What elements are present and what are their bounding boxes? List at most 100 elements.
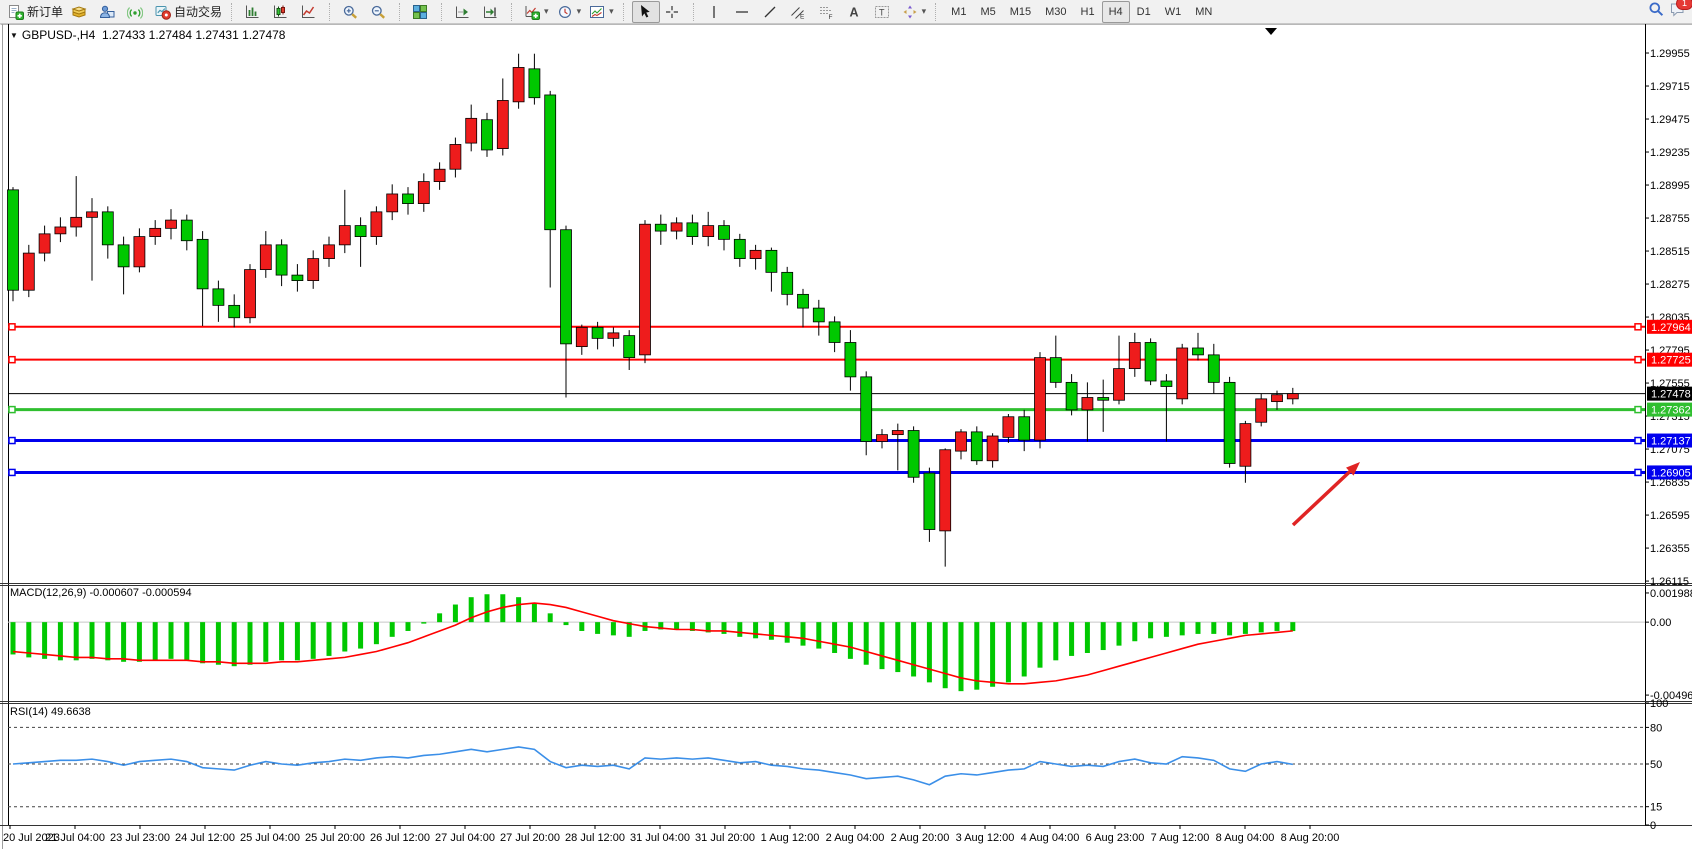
toolbar-separator xyxy=(622,2,628,21)
svg-text:2 Aug 04:00: 2 Aug 04:00 xyxy=(826,832,885,844)
svg-text:1.28275: 1.28275 xyxy=(1650,279,1690,291)
auto-scroll-button[interactable] xyxy=(450,1,478,23)
svg-text:1.27725: 1.27725 xyxy=(1651,355,1691,367)
candle-chart-icon xyxy=(274,5,287,18)
svg-text:0.00: 0.00 xyxy=(1650,617,1671,629)
svg-text:0: 0 xyxy=(1650,820,1656,832)
auto-trading-button[interactable]: 自动交易 xyxy=(151,1,226,23)
svg-text:1.27362: 1.27362 xyxy=(1651,405,1691,417)
svg-text:1.27478: 1.27478 xyxy=(1651,389,1691,401)
price-tags: 1.27964 1.27725 1.27478 1.27362 1.27137 1.269… xyxy=(1647,319,1692,480)
chat-button[interactable]: 1 xyxy=(1670,0,1692,22)
line-anchor xyxy=(8,355,16,364)
chart-frame xyxy=(0,24,1692,849)
zoom-in-icon xyxy=(343,5,358,19)
vertical-line-button[interactable] xyxy=(702,1,730,23)
indicators-button[interactable]: ▾ xyxy=(520,1,553,23)
price-lines[interactable] xyxy=(8,323,1645,477)
candlestick-chart-button[interactable] xyxy=(268,1,296,23)
svg-text:3 Aug 12:00: 3 Aug 12:00 xyxy=(956,832,1015,844)
timeframe-m5-button[interactable]: M5 xyxy=(980,5,996,18)
equidistant-channel-button[interactable]: E xyxy=(786,1,814,23)
svg-text:24 Jul 12:00: 24 Jul 12:00 xyxy=(175,832,235,844)
zoom-out-button[interactable] xyxy=(366,1,394,23)
dropdown-arrow-icon[interactable]: ▾ xyxy=(609,6,614,16)
svg-text:1.29235: 1.29235 xyxy=(1650,147,1690,159)
indicators-icon xyxy=(525,5,541,20)
main-toolbar: 新订单 自动交易 ▾ ▾ ▾ E F A T ▾ M1 M5 M15 M30 H1 H4 D1 W1 MN 1 xyxy=(0,0,1692,24)
templates-button[interactable]: ▾ xyxy=(585,1,618,23)
timeframe-m1-button[interactable]: M1 xyxy=(951,5,967,18)
text-label-button[interactable]: T xyxy=(870,1,898,23)
line-anchor xyxy=(1634,468,1642,477)
annotations[interactable] xyxy=(1265,28,1360,527)
new-order-button[interactable]: 新订单 xyxy=(4,1,67,23)
svg-text:1.28515: 1.28515 xyxy=(1650,246,1690,258)
fibonacci-button[interactable]: F xyxy=(814,1,842,23)
label-icon: T xyxy=(874,5,889,18)
svg-text:1.29955: 1.29955 xyxy=(1650,48,1690,60)
zoom-out-icon xyxy=(371,5,386,19)
auto-trading-icon xyxy=(155,5,172,20)
periods-button[interactable]: ▾ xyxy=(553,1,586,23)
chart-symbol-period: GBPUSD-,H4 xyxy=(21,28,96,42)
fibo-icon: F xyxy=(819,6,832,20)
chart-collapse-icon[interactable]: ▼ xyxy=(10,31,18,40)
arrows-button[interactable]: ▾ xyxy=(898,1,931,23)
tile-windows-button[interactable] xyxy=(408,1,436,23)
signals-button[interactable] xyxy=(123,1,151,23)
svg-text:-0.004967: -0.004967 xyxy=(1650,690,1692,702)
timeframe-h4-button[interactable]: H4 xyxy=(1101,0,1130,23)
chart-canvas[interactable]: 1.29955 1.29715 1.29475 1.29235 1.28995 1.287… xyxy=(0,24,1692,849)
search-button[interactable] xyxy=(1648,1,1664,22)
toolbar-right-group: 1 xyxy=(1648,0,1692,22)
svg-text:27 Jul 04:00: 27 Jul 04:00 xyxy=(435,832,495,844)
new-order-icon xyxy=(9,4,24,20)
cursor-button[interactable] xyxy=(631,0,660,23)
horizontal-line-button[interactable] xyxy=(730,1,758,23)
svg-text:1.29715: 1.29715 xyxy=(1650,81,1690,93)
dropdown-arrow-icon[interactable]: ▾ xyxy=(921,6,927,16)
bar-chart-button[interactable] xyxy=(240,1,268,23)
svg-text:8 Aug 20:00: 8 Aug 20:00 xyxy=(1281,832,1340,844)
crosshair-button[interactable] xyxy=(660,1,688,23)
line-chart-button[interactable] xyxy=(296,1,324,23)
svg-text:1.26115: 1.26115 xyxy=(1650,576,1689,588)
svg-text:T: T xyxy=(879,7,885,17)
dropdown-arrow-icon[interactable]: ▾ xyxy=(576,6,582,16)
timeframe-mn-button[interactable]: MN xyxy=(1195,5,1213,18)
toolbar-separator xyxy=(692,2,698,21)
line-anchor xyxy=(8,436,16,445)
svg-text:1.26835: 1.26835 xyxy=(1650,477,1690,489)
price-axis: 1.29955 1.29715 1.29475 1.29235 1.28995 1.287… xyxy=(1645,48,1692,832)
chart-shift-button[interactable] xyxy=(478,1,506,23)
svg-text:E: E xyxy=(800,13,805,20)
toolbar-separator xyxy=(399,2,404,21)
svg-text:1.26595: 1.26595 xyxy=(1650,510,1690,522)
timeframe-m30-button[interactable]: M30 xyxy=(1045,5,1067,18)
svg-text:27 Jul 20:00: 27 Jul 20:00 xyxy=(500,832,560,844)
svg-text:8 Aug 04:00: 8 Aug 04:00 xyxy=(1216,832,1275,844)
timeframe-w1-button[interactable]: W1 xyxy=(1164,5,1182,18)
candles xyxy=(7,53,1299,567)
timeframe-h1-button[interactable]: H1 xyxy=(1080,5,1095,18)
svg-text:20 Jul 2023: 20 Jul 2023 xyxy=(3,832,60,844)
svg-text:1.28755: 1.28755 xyxy=(1650,213,1690,225)
zoom-in-button[interactable] xyxy=(338,1,366,23)
gold-stack-icon xyxy=(71,5,87,18)
trendline-button[interactable] xyxy=(758,1,786,23)
svg-text:25 Jul 04:00: 25 Jul 04:00 xyxy=(240,832,300,844)
charts-button[interactable] xyxy=(67,1,95,23)
svg-text:4 Aug 04:00: 4 Aug 04:00 xyxy=(1021,832,1080,844)
text-button[interactable]: A xyxy=(842,1,870,23)
search-icon xyxy=(1649,2,1664,16)
market-watch-button[interactable] xyxy=(95,1,123,23)
rsi-pane xyxy=(8,726,1645,808)
timeframe-m15-button[interactable]: M15 xyxy=(1009,5,1032,18)
timeframe-d1-button[interactable]: D1 xyxy=(1136,5,1151,18)
macd-indicator-label: MACD(12,26,9) -0.000607 -0.000594 xyxy=(10,587,192,599)
dropdown-arrow-icon[interactable]: ▾ xyxy=(544,6,549,16)
toolbar-separator xyxy=(935,2,940,21)
